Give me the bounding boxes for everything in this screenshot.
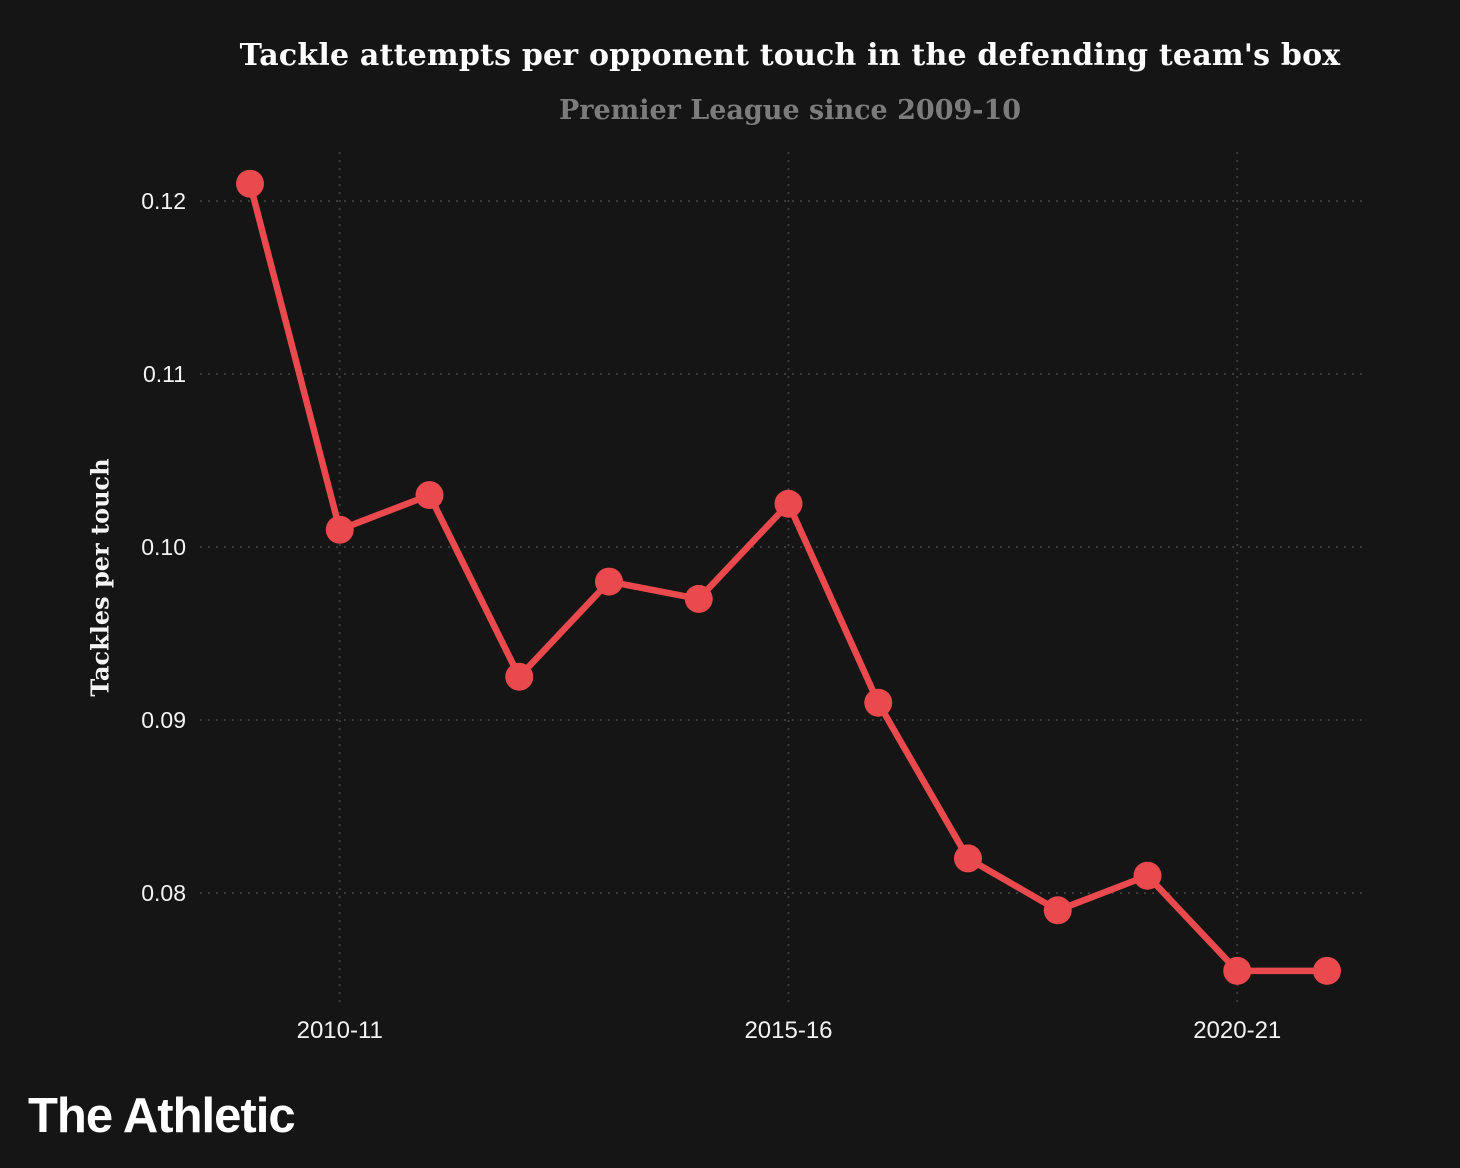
data-point — [325, 515, 354, 544]
data-point — [954, 844, 982, 873]
x-tick-label: 2020-21 — [1193, 1017, 1281, 1044]
data-point — [415, 481, 444, 510]
y-tick-label: 0.09 — [141, 707, 186, 733]
x-tick-label: 2010-11 — [297, 1017, 383, 1044]
data-point — [1223, 956, 1252, 985]
y-tick-label: 0.10 — [141, 534, 186, 560]
data-point — [864, 688, 893, 717]
data-point — [595, 567, 623, 596]
data-point — [684, 584, 713, 613]
data-point — [236, 169, 264, 198]
data-point — [505, 662, 534, 691]
data-point — [1133, 861, 1162, 890]
data-point — [774, 489, 803, 518]
y-tick-label: 0.08 — [141, 880, 186, 906]
y-tick-label: 0.12 — [141, 188, 186, 214]
data-point — [1313, 956, 1341, 985]
data-point — [1043, 896, 1072, 925]
the-athletic-logo: The Athletic — [28, 1089, 296, 1143]
chart-subtitle: Premier League since 2009-10 — [558, 95, 1022, 126]
chart-title: Tackle attempts per opponent touch in th… — [239, 38, 1341, 73]
x-tick-label: 2015-16 — [744, 1017, 832, 1044]
y-tick-label: 0.11 — [143, 361, 186, 387]
